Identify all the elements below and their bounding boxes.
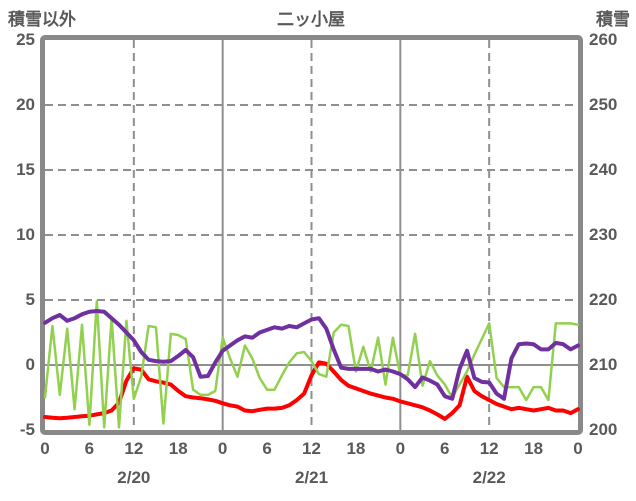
chart-canvas <box>43 40 580 430</box>
x-axis-hour-label: 18 <box>168 439 188 458</box>
x-axis-hour-label: 6 <box>440 439 450 458</box>
left-axis-tick-label: 0 <box>25 355 35 374</box>
station-title: 二ッ小屋 <box>277 10 345 29</box>
right-axis-tick-label: 240 <box>589 160 618 179</box>
plot-frame <box>40 35 583 435</box>
x-axis-hour-label: 0 <box>40 439 50 458</box>
purple-line <box>43 309 580 401</box>
left-axis-title: 積雪以外 <box>8 10 76 29</box>
left-axis-tick-label: 5 <box>25 290 35 309</box>
left-axis-tick-label: 10 <box>16 225 35 244</box>
x-axis-date-label: 2/22 <box>472 468 506 487</box>
x-axis-hour-label: 12 <box>302 439 321 458</box>
left-axis-tick-label: 25 <box>16 30 35 49</box>
x-axis-hour-label: 0 <box>395 439 406 458</box>
right-axis-tick-label: 230 <box>589 225 618 244</box>
right-axis-tick-label: 250 <box>589 95 618 114</box>
x-axis-hour-label: 12 <box>124 439 144 458</box>
right-axis-tick-label: 260 <box>589 30 618 49</box>
left-axis-tick-label: -5 <box>19 420 35 439</box>
x-axis-hour-label: 0 <box>573 439 583 458</box>
right-axis-tick-label: 200 <box>589 420 618 439</box>
red-line <box>43 360 580 421</box>
plot-area <box>43 40 580 430</box>
x-axis-hour-label: 0 <box>217 439 228 458</box>
left-axis-tick-label: 15 <box>16 160 35 179</box>
x-axis-hour-label: 6 <box>262 439 272 458</box>
right-axis-title: 積雪 <box>596 10 630 29</box>
x-axis-hour-label: 18 <box>524 439 544 458</box>
x-axis-hour-label: 18 <box>346 439 366 458</box>
x-axis-date-label: 2/21 <box>294 468 329 487</box>
x-axis-hour-label: 6 <box>84 439 95 458</box>
green-line <box>43 300 580 429</box>
left-axis-tick-label: 20 <box>16 95 35 114</box>
x-axis-date-label: 2/20 <box>117 468 151 487</box>
right-axis-tick-label: 220 <box>589 290 618 309</box>
right-axis-tick-label: 210 <box>589 355 618 374</box>
x-axis-hour-label: 12 <box>479 439 499 458</box>
